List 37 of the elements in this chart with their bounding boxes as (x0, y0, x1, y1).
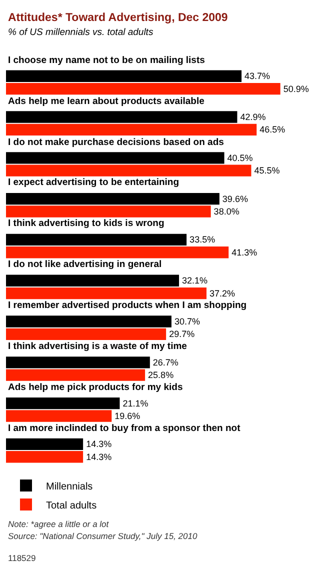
data-label: 43.7% (244, 71, 270, 82)
y-tick-label: I choose my name not to be on mailing lists (8, 55, 205, 66)
y-tick-label: I think advertising to kids is wrong (8, 218, 164, 229)
text: 118529 (8, 553, 36, 563)
data-label: 26.7% (152, 357, 178, 368)
y-tick-label: I am more inclinded to buy from a sponsor then not (8, 423, 242, 434)
text: Note: *agree a little or a lot (8, 519, 110, 529)
data-label: 14.3% (86, 439, 112, 450)
source-note: Source: "National Consumer Study," July 15, 2010 (8, 531, 198, 541)
chart-subtitle: % of US millennials vs. total adults (8, 27, 154, 38)
data-label: 41.3% (232, 247, 258, 258)
y-tick-label: Ads help me learn about products available (8, 96, 204, 107)
data-label: 37.2% (210, 288, 236, 298)
data-label: 25.8% (148, 370, 174, 380)
y-tick-label: I expect advertising to be entertaining (8, 177, 180, 188)
y-tick-label: Ads help me pick products for my kids (8, 382, 183, 393)
data-label: 42.9% (240, 112, 266, 122)
data-label: 32.1% (182, 276, 208, 286)
y-tick-label: I think advertising is a waste of my time (8, 341, 187, 352)
data-label: 45.5% (254, 166, 280, 176)
data-label: 39.6% (222, 194, 248, 204)
legend-label: Millennials (46, 481, 93, 492)
chart-title: Attitudes* Toward Advertising, Dec 2009 (8, 12, 228, 24)
data-label: 29.7% (169, 329, 195, 340)
data-label: 14.3% (86, 452, 112, 462)
y-tick-label: I remember advertised products when I am shopping (8, 300, 247, 311)
legend-label: Total adults (46, 500, 97, 512)
data-label: 33.5% (190, 234, 216, 245)
data-label: 38.0% (214, 206, 240, 216)
y-tick-label: I do not make purchase decisions based on ads (8, 137, 224, 148)
y-tick-label: I do not like advertising in general (8, 259, 162, 270)
data-label: 30.7% (174, 316, 200, 327)
data-label: 46.5% (260, 124, 286, 135)
data-label: 21.1% (122, 398, 148, 408)
data-label: 40.5% (227, 152, 253, 163)
data-label: 50.9% (283, 84, 309, 94)
data-label: 19.6% (114, 410, 140, 421)
